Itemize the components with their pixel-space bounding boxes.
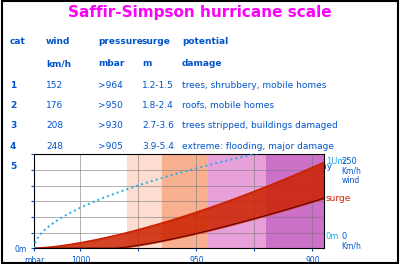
Text: pressure: pressure [98,37,143,46]
Text: 176: 176 [46,101,63,110]
Text: 152: 152 [46,81,63,90]
Text: 5: 5 [289,171,295,181]
Text: 1.8-2.4: 1.8-2.4 [142,101,174,110]
Text: extreme: flooding, major damage: extreme: flooding, major damage [182,142,334,151]
Bar [34,154,127,248]
Text: 2: 2 [175,171,181,181]
Text: Saffir-Simpson hurricane scale: Saffir-Simpson hurricane scale [68,5,332,20]
Text: 0: 0 [341,232,346,241]
Bar [266,154,324,248]
Bar [127,154,162,248]
Text: 3: 3 [211,171,217,181]
Text: >964: >964 [98,81,123,90]
Text: >930: >930 [98,121,123,130]
Text: >950: >950 [98,101,123,110]
Text: roofs, mobile homes: roofs, mobile homes [182,101,274,110]
Text: cat: cat [10,37,26,46]
Text: potential: potential [182,37,228,46]
Text: 4: 4 [247,171,253,181]
Text: 4: 4 [10,142,16,151]
Text: >5.4: >5.4 [142,162,164,171]
Text: damage: damage [182,59,222,68]
Text: 3: 3 [10,121,16,130]
Text: 250: 250 [341,157,357,166]
Text: catastrophic: houses blown away: catastrophic: houses blown away [182,162,332,171]
Text: wind: wind [341,176,360,185]
Text: Km/h: Km/h [341,242,361,251]
Text: trees, shrubbery, mobile homes: trees, shrubbery, mobile homes [182,81,326,90]
Text: 0m: 0m [326,232,339,241]
Bar [208,154,266,248]
Bar [162,154,208,248]
Text: <905: <905 [98,162,123,171]
Text: >250: >250 [46,162,71,171]
Text: 1: 1 [147,171,153,181]
Text: 2.7-3.6: 2.7-3.6 [142,121,174,130]
Text: 1.2-1.5: 1.2-1.5 [142,81,174,90]
Text: 208: 208 [46,121,63,130]
Text: mbar: mbar [98,59,124,68]
Text: >905: >905 [98,142,123,151]
Text: 2: 2 [10,101,16,110]
Text: m: m [142,59,151,68]
Text: 1Um: 1Um [326,157,346,166]
Text: wind: wind [46,37,70,46]
Text: 1: 1 [10,81,16,90]
Text: trees stripped, buildings damaged: trees stripped, buildings damaged [182,121,338,130]
Text: surge: surge [326,194,351,203]
Text: Km/h: Km/h [341,167,361,176]
Text: km/h: km/h [46,59,71,68]
Text: surge: surge [142,37,171,46]
Text: 248: 248 [46,142,63,151]
Text: 3.9-5.4: 3.9-5.4 [142,142,174,151]
Text: 5: 5 [10,162,16,171]
